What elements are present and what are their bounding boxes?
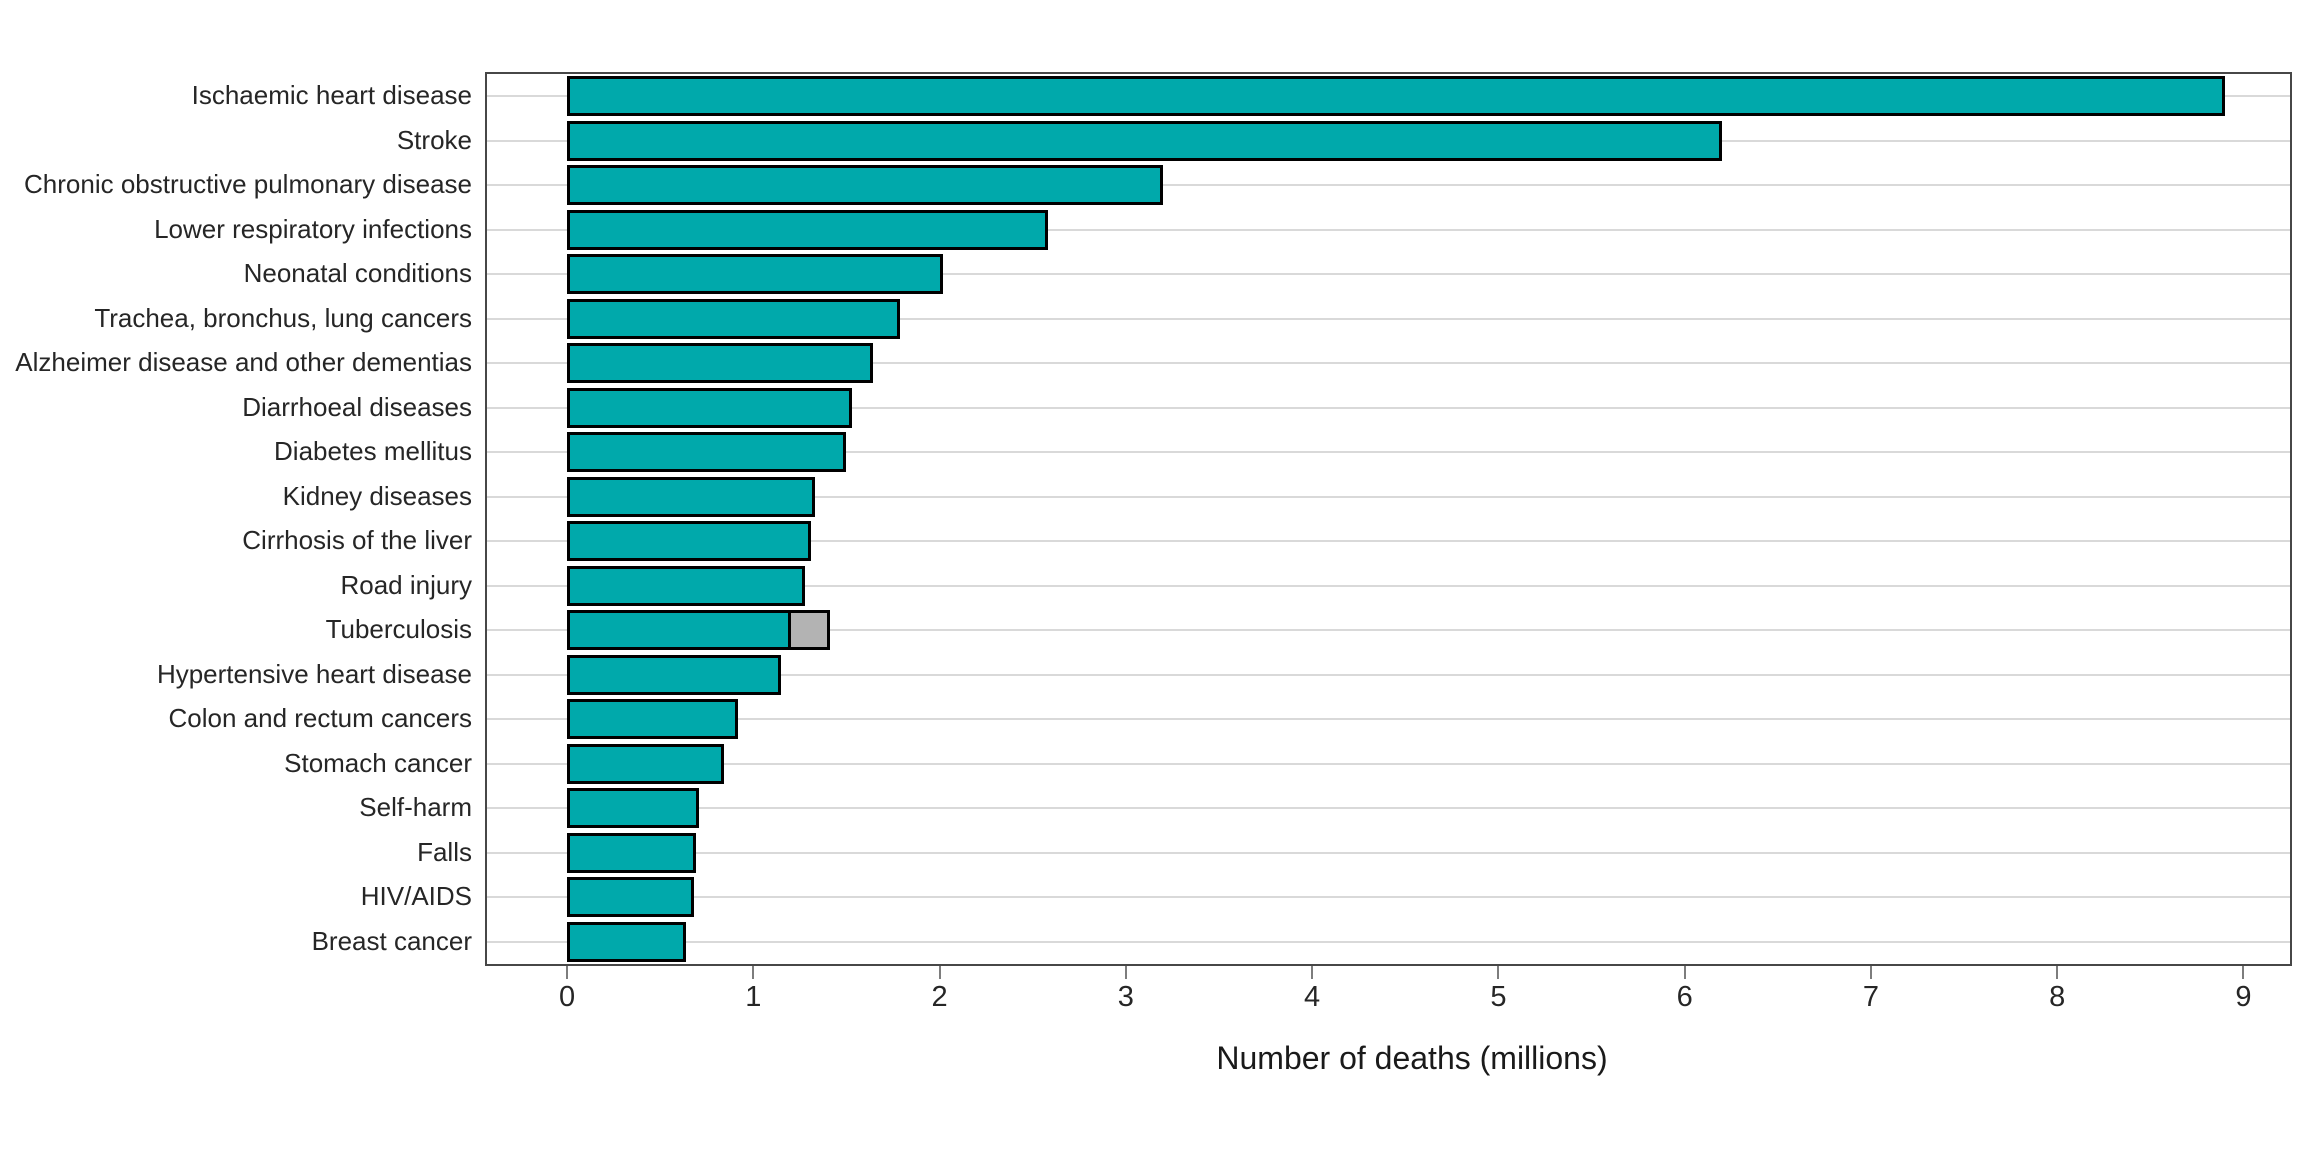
x-tick-label: 1 bbox=[745, 981, 762, 1013]
category-label: Cirrhosis of the liver bbox=[242, 525, 472, 556]
bar bbox=[567, 699, 739, 740]
bar bbox=[567, 165, 1164, 206]
bar bbox=[567, 610, 791, 651]
x-tick bbox=[1869, 966, 1872, 979]
gridline bbox=[487, 940, 2290, 943]
gridline bbox=[487, 540, 2290, 543]
bar bbox=[567, 209, 1048, 250]
x-tick bbox=[1497, 966, 1500, 979]
bar bbox=[567, 832, 696, 873]
gridline bbox=[487, 362, 2290, 365]
x-tick-label: 6 bbox=[1676, 981, 1693, 1013]
gridline bbox=[487, 184, 2290, 187]
bar bbox=[567, 387, 853, 428]
bar bbox=[567, 788, 700, 829]
gridline bbox=[487, 451, 2290, 454]
bar bbox=[567, 254, 944, 295]
bar bbox=[567, 565, 806, 606]
gridline bbox=[487, 807, 2290, 810]
category-label: Diarrhoeal diseases bbox=[242, 391, 472, 422]
bar bbox=[567, 921, 687, 962]
gridline bbox=[487, 406, 2290, 409]
gridline bbox=[487, 273, 2290, 276]
chart-panel bbox=[485, 72, 2292, 966]
x-tick-label: 4 bbox=[1304, 981, 1321, 1013]
category-label: Ischaemic heart disease bbox=[191, 80, 472, 111]
gridline bbox=[487, 629, 2290, 632]
category-label: Stomach cancer bbox=[284, 747, 472, 778]
bar bbox=[567, 654, 782, 695]
category-label: Colon and rectum cancers bbox=[168, 703, 472, 734]
category-label: Trachea, bronchus, lung cancers bbox=[94, 302, 472, 333]
category-label: Breast cancer bbox=[311, 925, 472, 956]
bar bbox=[567, 877, 694, 918]
x-tick bbox=[1683, 966, 1686, 979]
category-label: Self-harm bbox=[359, 792, 472, 823]
category-label: Falls bbox=[417, 836, 472, 867]
bar bbox=[567, 432, 847, 473]
x-tick bbox=[2242, 966, 2245, 979]
gridline bbox=[487, 896, 2290, 899]
x-tick bbox=[1124, 966, 1127, 979]
bar-segment-extra bbox=[787, 610, 830, 651]
x-tick-label: 2 bbox=[931, 981, 948, 1013]
x-tick-label: 8 bbox=[2049, 981, 2066, 1013]
category-label: Tuberculosis bbox=[325, 614, 472, 645]
bar bbox=[567, 120, 1722, 161]
bar bbox=[567, 343, 873, 384]
category-label: Road injury bbox=[340, 569, 472, 600]
category-label: Hypertensive heart disease bbox=[156, 658, 472, 689]
category-label: Neonatal conditions bbox=[243, 258, 472, 289]
category-label: Lower respiratory infections bbox=[154, 213, 472, 244]
x-tick bbox=[2056, 966, 2059, 979]
category-label: Chronic obstructive pulmonary disease bbox=[24, 169, 472, 200]
x-tick-label: 0 bbox=[559, 981, 576, 1013]
category-label: Stroke bbox=[396, 124, 472, 155]
gridline bbox=[487, 673, 2290, 676]
gridline bbox=[487, 762, 2290, 765]
bar bbox=[567, 298, 901, 339]
gridline bbox=[487, 495, 2290, 498]
x-axis-title: Number of deaths (millions) bbox=[1216, 1040, 1608, 1076]
bar bbox=[567, 521, 812, 562]
gridline bbox=[487, 584, 2290, 587]
category-label: Diabetes mellitus bbox=[274, 436, 472, 467]
x-tick-label: 5 bbox=[1490, 981, 1507, 1013]
category-label: Alzheimer disease and other dementias bbox=[15, 347, 472, 378]
bar bbox=[567, 476, 815, 517]
category-label: Kidney diseases bbox=[282, 480, 472, 511]
x-tick bbox=[566, 966, 569, 979]
category-label: HIV/AIDS bbox=[360, 881, 472, 912]
gridline bbox=[487, 851, 2290, 854]
gridline bbox=[487, 317, 2290, 320]
gridline bbox=[487, 718, 2290, 721]
x-tick-label: 3 bbox=[1117, 981, 1134, 1013]
x-tick bbox=[752, 966, 755, 979]
x-tick bbox=[938, 966, 941, 979]
bar bbox=[567, 76, 2225, 117]
x-tick-label: 7 bbox=[1862, 981, 1879, 1013]
gridline bbox=[487, 228, 2290, 231]
x-tick-label: 9 bbox=[2235, 981, 2252, 1013]
x-tick bbox=[1311, 966, 1314, 979]
bar bbox=[567, 743, 724, 784]
